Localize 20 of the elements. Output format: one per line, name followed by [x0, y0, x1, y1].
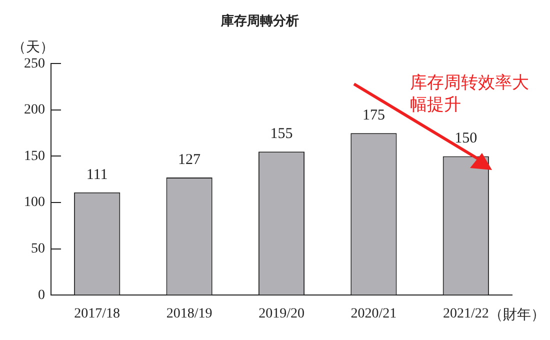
chart-title: 庫存周轉分析 — [220, 13, 299, 30]
y-tick-label: 150 — [24, 148, 45, 164]
x-tick-label: 2018/19 — [166, 306, 212, 322]
x-tick-label: 2020/21 — [350, 306, 397, 322]
data-label: 111 — [86, 166, 108, 183]
data-label: 155 — [270, 126, 293, 142]
x-tick-label: 2017/18 — [74, 306, 120, 322]
x-tick-label: 2021/22 — [442, 306, 489, 322]
annotation: 库存周转效率大幅提升 — [410, 72, 530, 116]
data-label: 175 — [362, 108, 385, 124]
y-tick-label: 100 — [24, 195, 45, 210]
y-tick-label: 0 — [38, 288, 45, 303]
y-axis-title: （天） — [12, 40, 54, 56]
y-tick-label: 250 — [24, 56, 45, 72]
x-tick-label: 2019/20 — [258, 306, 304, 322]
y-tick-label: 200 — [24, 102, 45, 118]
data-label: 127 — [178, 152, 202, 168]
data-label: 150 — [454, 130, 478, 147]
x-axis-title: （財年） — [489, 306, 545, 323]
y-tick-label: 50 — [31, 242, 45, 257]
